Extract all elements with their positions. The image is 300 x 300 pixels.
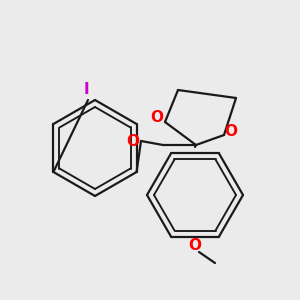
Text: I: I bbox=[83, 82, 89, 98]
Text: O: O bbox=[127, 134, 140, 148]
Text: O: O bbox=[188, 238, 202, 253]
Text: O: O bbox=[224, 124, 238, 139]
Text: O: O bbox=[151, 110, 164, 125]
